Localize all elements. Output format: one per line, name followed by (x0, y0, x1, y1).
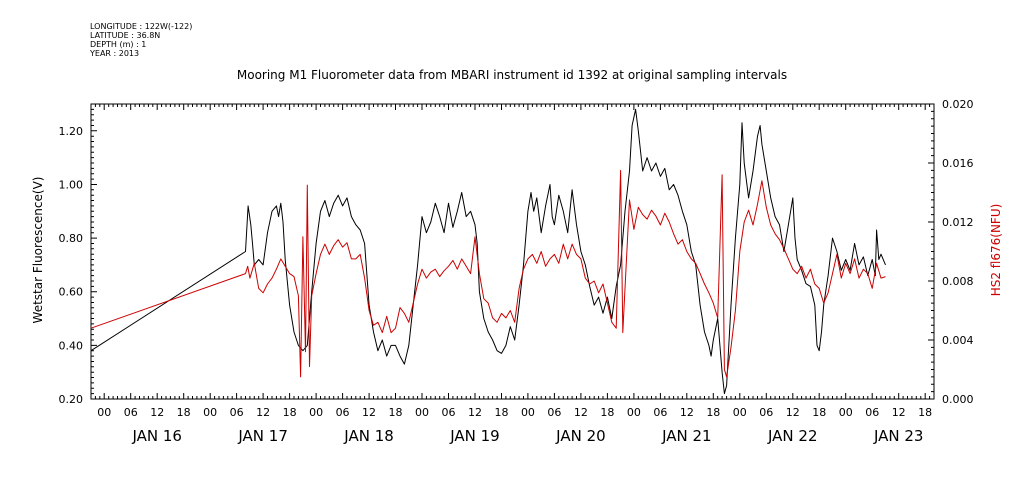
x-tick-label: 06 (124, 406, 138, 419)
right-tick-label: 0.004 (942, 334, 974, 347)
x-tick-label: 18 (494, 406, 508, 419)
x-tick-label: 18 (812, 406, 826, 419)
left-tick-label: 0.80 (59, 232, 84, 245)
x-tick-label: 00 (203, 406, 217, 419)
x-tick-label: 18 (177, 406, 191, 419)
latitude-label: LATITUDE : 36.8N (90, 31, 160, 40)
x-tick-label: 06 (547, 406, 561, 419)
x-tick-label: 18 (389, 406, 403, 419)
x-tick-label: 12 (150, 406, 164, 419)
right-axis-label: HS2 fl676(NFU) (989, 204, 1003, 297)
right-tick-label: 0.012 (942, 216, 974, 229)
year-label: YEAR : 2013 (89, 49, 139, 58)
day-label: JAN 22 (767, 427, 818, 445)
day-label: JAN 20 (555, 427, 606, 445)
left-axis-label: Wetstar Fluorescence(V) (31, 177, 45, 324)
right-tick-label: 0.020 (942, 98, 974, 111)
x-tick-label: 06 (865, 406, 879, 419)
plot-frame (90, 103, 935, 400)
x-tick-label: 06 (230, 406, 244, 419)
right-tick-label: 0.016 (942, 157, 974, 170)
x-tick-label: 18 (283, 406, 297, 419)
x-tick-label: 12 (468, 406, 482, 419)
x-tick-label: 00 (415, 406, 429, 419)
x-tick-label: 18 (600, 406, 614, 419)
x-tick-label: 00 (309, 406, 323, 419)
x-tick-label: 12 (680, 406, 694, 419)
x-tick-label: 06 (442, 406, 456, 419)
x-tick-label: 18 (706, 406, 720, 419)
longitude-label: LONGITUDE : 122W(-122) (90, 22, 192, 31)
x-tick-label: 12 (786, 406, 800, 419)
x-tick-label: 00 (627, 406, 641, 419)
day-label: JAN 18 (343, 427, 394, 445)
x-tick-label: 00 (839, 406, 853, 419)
right-tick-label: 0.000 (942, 393, 974, 406)
x-tick-label: 12 (362, 406, 376, 419)
left-tick-label: 0.60 (59, 286, 84, 299)
x-tick-label: 06 (653, 406, 667, 419)
day-label: JAN 17 (237, 427, 288, 445)
left-tick-label: 0.20 (59, 393, 84, 406)
left-tick-label: 0.40 (59, 339, 84, 352)
chart-title: Mooring M1 Fluorometer data from MBARI i… (237, 68, 787, 82)
x-tick-label: 00 (97, 406, 111, 419)
series-line-hs2 (90, 169, 886, 378)
series-line-wetstar (90, 108, 886, 395)
tick-labels: 0.20 0.40 0.60 0.80 1.00 1.20 0.000 0.004 0.008 0… (59, 98, 974, 445)
axis-ticks (91, 103, 934, 400)
x-tick-label: 00 (733, 406, 747, 419)
day-label: JAN 19 (449, 427, 500, 445)
x-tick-label: 12 (574, 406, 588, 419)
left-tick-label: 1.00 (59, 178, 84, 191)
day-label: JAN 21 (661, 427, 712, 445)
x-tick-label: 18 (918, 406, 932, 419)
right-tick-label: 0.008 (942, 275, 974, 288)
series-lines (90, 108, 886, 395)
x-tick-label: 06 (336, 406, 350, 419)
x-tick-label: 06 (759, 406, 773, 419)
left-tick-label: 1.20 (59, 125, 84, 138)
depth-label: DEPTH (m) : 1 (90, 40, 146, 49)
x-tick-label: 12 (892, 406, 906, 419)
day-label: JAN 23 (873, 427, 924, 445)
x-tick-label: 00 (521, 406, 535, 419)
tick-marks (91, 103, 934, 400)
x-tick-label: 12 (256, 406, 270, 419)
day-label: JAN 16 (131, 427, 182, 445)
